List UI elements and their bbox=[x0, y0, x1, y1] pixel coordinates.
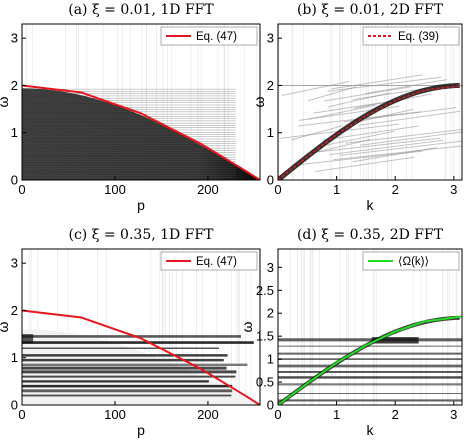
y-tick-label: 1 bbox=[267, 352, 274, 367]
legend-label: Eq. (47) bbox=[196, 256, 237, 268]
texture-arc bbox=[313, 137, 441, 153]
x-axis-label: p bbox=[137, 197, 145, 213]
texture-arc bbox=[323, 130, 395, 146]
texture-arc bbox=[358, 110, 461, 126]
plot-area bbox=[22, 24, 260, 180]
y-tick-label: 0 bbox=[11, 173, 18, 188]
plot-area bbox=[278, 249, 462, 405]
texture-arc bbox=[359, 131, 462, 146]
x-axis-label: p bbox=[137, 422, 145, 438]
plot-area bbox=[22, 249, 260, 405]
y-tick-label: 2 bbox=[11, 303, 18, 318]
x-tick-label: 200 bbox=[197, 407, 219, 422]
legend: Eq. (47) bbox=[160, 26, 258, 46]
y-tick-label: 2 bbox=[11, 78, 18, 93]
y-tick-label: 0.5 bbox=[256, 375, 274, 390]
axes-frame bbox=[277, 23, 463, 181]
panel-d: 0 1 2 3 0 0.5 1 1.5 2 2.5 3 k ω (d) ξ = 0.35, 2D FFT ⟨… bbox=[239, 227, 463, 438]
chart-title: (b) ξ = 0.01, 2D FFT bbox=[297, 2, 444, 18]
legend-box bbox=[160, 26, 258, 46]
panel-b: 0 1 2 3 0 1 2 3 k ω (b) ξ = 0.01, 2D FFT Eq. (39) bbox=[251, 2, 463, 213]
series-line-b bbox=[278, 84, 462, 180]
y-tick-label: 1 bbox=[267, 125, 274, 140]
y-tick-label: 0 bbox=[267, 173, 274, 188]
plot-area bbox=[278, 24, 462, 180]
chart-title: (d) ξ = 0.35, 2D FFT bbox=[297, 227, 444, 243]
texture-arc bbox=[291, 125, 343, 141]
x-tick-label: 0 bbox=[274, 182, 281, 197]
legend: Eq. (47) bbox=[160, 251, 258, 271]
axes-frame bbox=[21, 248, 261, 406]
x-tick-label: 0 bbox=[18, 182, 25, 197]
y-tick-label: 2 bbox=[267, 306, 274, 321]
x-axis-label: k bbox=[367, 197, 375, 213]
y-axis-label: ω bbox=[251, 96, 267, 107]
texture-arc bbox=[328, 92, 391, 108]
legend-label: Eq. (39) bbox=[398, 31, 439, 43]
y-tick-label: 1 bbox=[11, 125, 18, 140]
y-tick-label: 3 bbox=[267, 260, 274, 275]
legend-box bbox=[362, 26, 460, 46]
texture-arc bbox=[331, 74, 423, 90]
panel-c: 0 100 200 0 1 2 3 p ω (c) ξ = 0.35, 1D FFT Eq. (47… bbox=[0, 227, 261, 438]
legend: Eq. (39) bbox=[362, 26, 460, 46]
x-tick-label: 2 bbox=[392, 182, 399, 197]
texture-arc bbox=[333, 145, 462, 161]
y-tick-label: 2.5 bbox=[256, 283, 274, 298]
x-tick-label: 3 bbox=[450, 407, 457, 422]
texture-arc bbox=[281, 80, 350, 97]
texture-arc bbox=[293, 150, 423, 166]
legend-label: ⟨Ω(k)⟩ bbox=[398, 255, 429, 268]
spectral-band bbox=[371, 337, 419, 344]
y-tick-label: 2 bbox=[267, 78, 274, 93]
x-axis-label: k bbox=[367, 422, 375, 438]
texture-arc bbox=[322, 125, 419, 141]
x-tick-label: 1 bbox=[333, 182, 340, 197]
x-tick-label: 1 bbox=[333, 407, 340, 422]
y-tick-label: 3 bbox=[11, 31, 18, 46]
y-tick-label: 0 bbox=[267, 398, 274, 413]
series-line-a bbox=[22, 84, 260, 180]
x-tick-label: 100 bbox=[104, 407, 126, 422]
chart-title: (c) ξ = 0.35, 1D FFT bbox=[69, 227, 215, 243]
series-line-c bbox=[22, 309, 260, 405]
chart-title: (a) ξ = 0.01, 1D FFT bbox=[68, 2, 214, 18]
texture-arc bbox=[364, 78, 448, 95]
series-line-d bbox=[278, 315, 462, 405]
x-tick-label: 3 bbox=[450, 182, 457, 197]
x-tick-label: 100 bbox=[104, 182, 126, 197]
legend-box bbox=[160, 251, 258, 271]
y-tick-label: 0 bbox=[11, 398, 18, 413]
y-tick-label: 1 bbox=[11, 350, 18, 365]
plot-background bbox=[278, 249, 462, 405]
panel-a: 0 100 200 0 1 2 3 p ω (a) ξ = 0.01, 1D FFT Eq. (47… bbox=[0, 2, 261, 213]
y-tick-label: 3 bbox=[11, 256, 18, 271]
y-axis-label: ω bbox=[239, 321, 255, 332]
x-tick-label: 2 bbox=[392, 407, 399, 422]
axes-frame bbox=[277, 248, 463, 406]
legend-box bbox=[362, 251, 460, 271]
y-axis-label: ω bbox=[0, 321, 11, 332]
texture-arc bbox=[330, 139, 444, 155]
texture-arc bbox=[327, 76, 442, 92]
legend: ⟨Ω(k)⟩ bbox=[362, 251, 460, 271]
axes-frame bbox=[21, 23, 261, 181]
texture-arc bbox=[323, 86, 411, 102]
legend-label: Eq. (47) bbox=[196, 31, 237, 43]
spectral-band bbox=[22, 334, 34, 344]
y-axis-label: ω bbox=[0, 96, 11, 107]
x-tick-label: 200 bbox=[197, 182, 219, 197]
texture-arc bbox=[308, 104, 376, 120]
texture-arc bbox=[340, 140, 462, 156]
y-tick-label: 3 bbox=[267, 31, 274, 46]
y-tick-label: 1.5 bbox=[256, 329, 274, 344]
x-tick-label: 0 bbox=[18, 407, 25, 422]
x-tick-label: 0 bbox=[274, 407, 281, 422]
texture-arc bbox=[315, 156, 415, 172]
